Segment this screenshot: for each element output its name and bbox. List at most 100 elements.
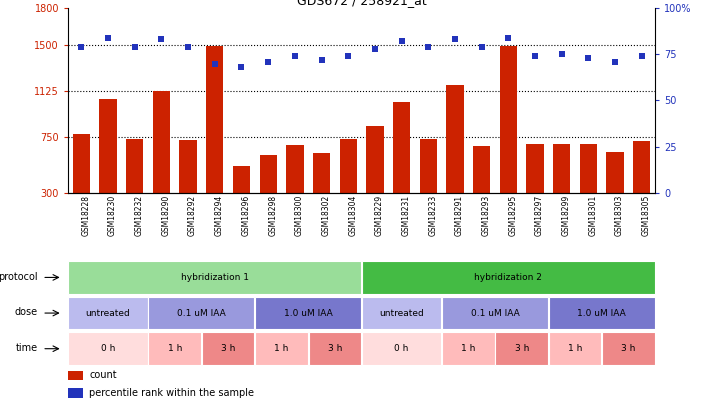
Text: GSM18294: GSM18294	[215, 195, 224, 236]
Bar	[633, 141, 650, 193]
Bar	[73, 134, 90, 193]
Text: GSM18298: GSM18298	[268, 195, 277, 236]
Text: percentile rank within the sample: percentile rank within the sample	[89, 388, 254, 398]
Text: 0.1 uM IAA: 0.1 uM IAA	[177, 309, 226, 318]
Bar	[367, 126, 384, 193]
Bar	[68, 371, 83, 380]
Text: GSM18304: GSM18304	[348, 195, 357, 236]
Text: GSM18296: GSM18296	[241, 195, 251, 236]
Bar	[362, 333, 441, 365]
Bar	[69, 333, 147, 365]
Text: GSM18231: GSM18231	[402, 195, 410, 236]
Point	[263, 58, 274, 65]
Point	[422, 44, 434, 50]
Text: GSM18297: GSM18297	[535, 195, 544, 236]
Bar	[255, 333, 308, 365]
Text: 3 h: 3 h	[515, 344, 529, 353]
Point	[556, 51, 568, 58]
Text: GSM18303: GSM18303	[615, 195, 624, 236]
Text: GSM18230: GSM18230	[108, 195, 117, 236]
Bar	[420, 139, 437, 193]
Bar	[180, 140, 197, 193]
Point	[609, 58, 621, 65]
Text: 3 h: 3 h	[621, 344, 636, 353]
Point	[342, 53, 354, 60]
Text: 1 h: 1 h	[274, 344, 289, 353]
Point	[449, 36, 460, 43]
Text: 1.0 uM IAA: 1.0 uM IAA	[577, 309, 626, 318]
Text: GSM18300: GSM18300	[295, 195, 304, 236]
Text: 0 h: 0 h	[395, 344, 409, 353]
Text: untreated: untreated	[379, 309, 424, 318]
Bar	[148, 297, 254, 329]
Title: GDS672 / 258921_at: GDS672 / 258921_at	[296, 0, 427, 7]
Bar	[69, 261, 361, 294]
Text: 0 h: 0 h	[101, 344, 115, 353]
Text: GSM18229: GSM18229	[375, 195, 384, 236]
Bar	[233, 166, 250, 193]
Bar	[126, 139, 143, 193]
Bar	[495, 333, 548, 365]
Text: protocol: protocol	[0, 272, 37, 282]
Bar	[309, 333, 361, 365]
Point	[155, 36, 167, 43]
Point	[503, 34, 514, 41]
Text: GSM18233: GSM18233	[428, 195, 437, 236]
Bar	[259, 155, 277, 193]
Text: 1 h: 1 h	[568, 344, 582, 353]
Point	[583, 55, 594, 61]
Text: 3 h: 3 h	[328, 344, 342, 353]
Bar	[286, 145, 304, 193]
Bar	[602, 333, 654, 365]
Point	[636, 53, 647, 60]
Bar	[313, 153, 330, 193]
Text: 1 h: 1 h	[461, 344, 475, 353]
Bar	[442, 297, 548, 329]
Bar	[362, 297, 441, 329]
Text: GSM18292: GSM18292	[188, 195, 197, 236]
Point	[369, 45, 381, 52]
Bar	[68, 388, 83, 398]
Bar	[100, 99, 117, 193]
Text: 3 h: 3 h	[221, 344, 236, 353]
Point	[102, 34, 114, 41]
Point	[476, 44, 488, 50]
Bar	[580, 143, 597, 193]
Bar	[548, 297, 654, 329]
Point	[529, 53, 541, 60]
Bar	[553, 143, 571, 193]
Text: GSM18291: GSM18291	[455, 195, 464, 236]
Point	[76, 44, 87, 50]
Text: 1 h: 1 h	[168, 344, 182, 353]
Text: time: time	[15, 343, 37, 353]
Point	[316, 57, 327, 63]
Text: 0.1 uM IAA: 0.1 uM IAA	[470, 309, 519, 318]
Bar	[255, 297, 361, 329]
Bar	[393, 102, 410, 193]
Bar	[148, 333, 201, 365]
Bar	[446, 85, 464, 193]
Text: untreated: untreated	[86, 309, 130, 318]
Text: GSM18302: GSM18302	[321, 195, 331, 236]
Text: GSM18301: GSM18301	[589, 195, 597, 236]
Text: GSM18305: GSM18305	[642, 195, 651, 236]
Text: GSM18295: GSM18295	[508, 195, 518, 236]
Bar	[362, 261, 654, 294]
Bar	[69, 297, 147, 329]
Bar	[473, 146, 490, 193]
Text: GSM18293: GSM18293	[482, 195, 490, 236]
Text: GSM18232: GSM18232	[135, 195, 144, 236]
Point	[236, 64, 247, 70]
Text: hybridization 1: hybridization 1	[181, 273, 248, 282]
Point	[289, 53, 301, 60]
Point	[129, 44, 140, 50]
Bar	[442, 333, 495, 365]
Bar	[606, 152, 624, 193]
Bar	[206, 46, 223, 193]
Bar	[548, 333, 601, 365]
Text: GSM18228: GSM18228	[82, 195, 90, 236]
Point	[396, 38, 407, 45]
Text: count: count	[89, 371, 117, 380]
Text: GSM18299: GSM18299	[562, 195, 571, 236]
Bar	[500, 46, 517, 193]
